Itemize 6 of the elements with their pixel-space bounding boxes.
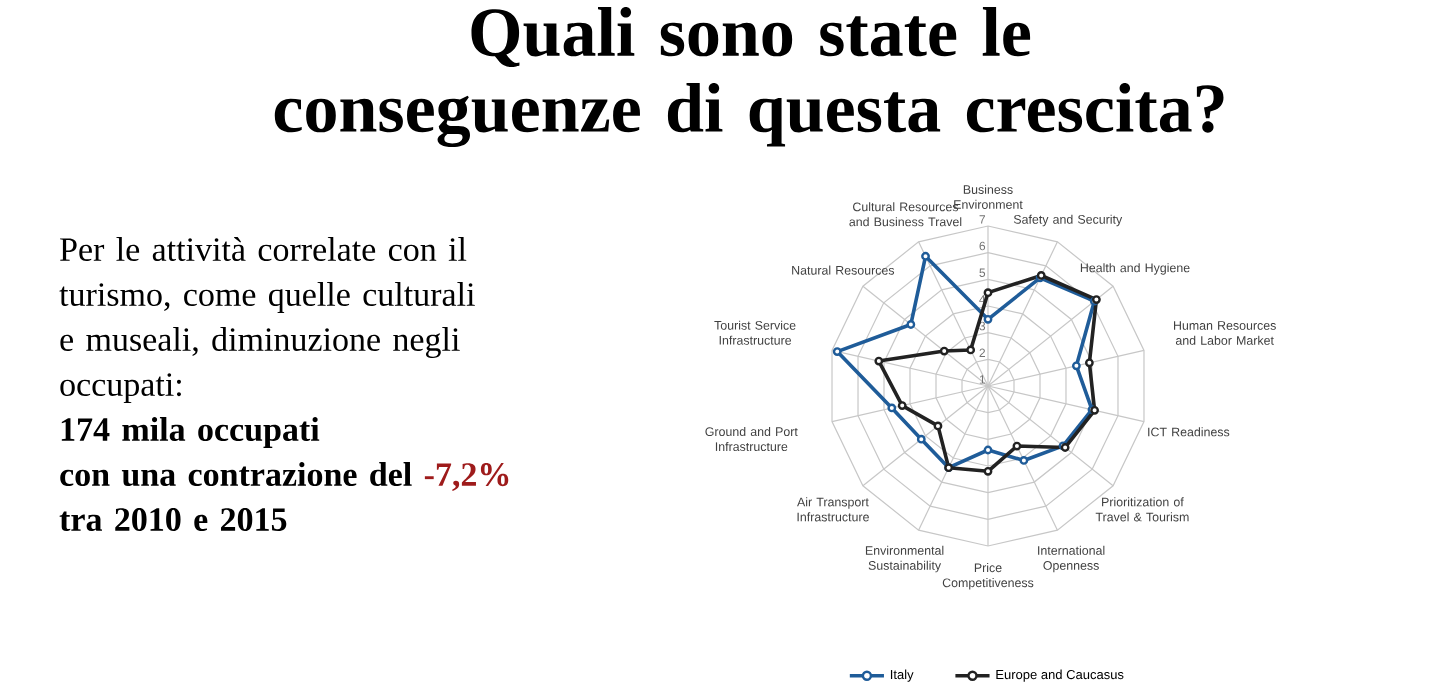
text: 174 mila occupati [61, 417, 320, 448]
text: con una contrazione del [60, 462, 412, 487]
chart-title: Quali sono state le conseguenze di questa crescita? [274, 7, 1224, 148]
text: Per le attività correlate con il turismo, come quelle culturali e museali, diminuzione negli occupati: [59, 237, 475, 403]
text: -7,2% [424, 463, 509, 491]
text: tra 2010 e 2015 [59, 508, 287, 532]
